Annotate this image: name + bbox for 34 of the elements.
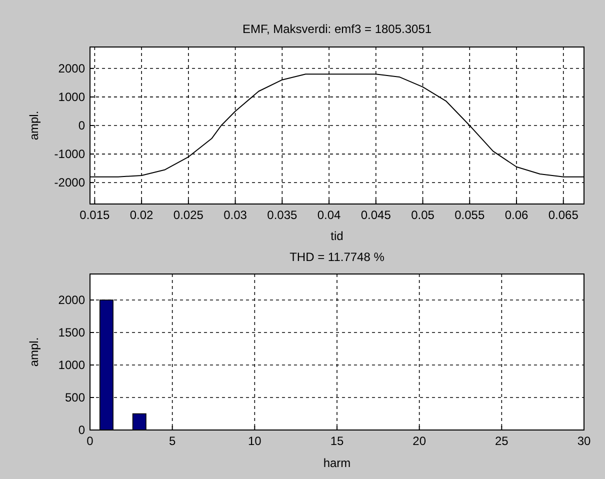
y-tick-label: 0 [78,423,86,437]
x-axis-title: harm [323,456,351,470]
y-tick-label: 1500 [58,326,86,340]
y-tick-label: 2000 [58,61,86,76]
x-axis-title: tid [330,229,344,243]
x-tick-label: 15 [330,434,344,448]
x-tick-label: 5 [168,434,176,448]
x-tick-label: 0.05 [411,208,435,222]
y-axis-title: ampl. [27,110,41,140]
x-tick-label: 25 [494,434,509,448]
x-tick-label: 0.045 [360,208,392,222]
x-tick-label: 0 [86,434,94,448]
y-tick-label: 2000 [58,293,86,307]
x-tick-label: 20 [412,434,426,448]
x-tick-label: 0.025 [173,208,204,222]
chart-title: EMF, Maksverdi: emf3 = 1805.3051 [242,22,432,36]
y-tick-label: -2000 [54,176,86,190]
y-axis-title: ampl. [27,337,41,367]
y-tick-label: 500 [64,390,86,404]
x-tick-label: 30 [577,434,591,448]
x-tick-label: 10 [248,434,262,448]
y-tick-label: 1000 [58,358,86,372]
x-tick-label: 0.035 [267,208,298,222]
x-tick-label: 0.02 [130,208,154,222]
y-tick-label: -1000 [54,147,86,162]
y-tick-label: 0 [78,118,86,132]
chart-title: THD = 11.7748 % [290,250,385,264]
x-tick-label: 0.015 [80,208,110,222]
x-tick-label: 0.06 [504,208,529,222]
x-tick-label: 0.065 [548,208,579,222]
x-tick-label: 0.04 [317,208,342,222]
x-tick-label: 0.055 [454,208,485,222]
y-tick-label: 1000 [58,90,86,104]
x-tick-label: 0.03 [224,208,248,222]
